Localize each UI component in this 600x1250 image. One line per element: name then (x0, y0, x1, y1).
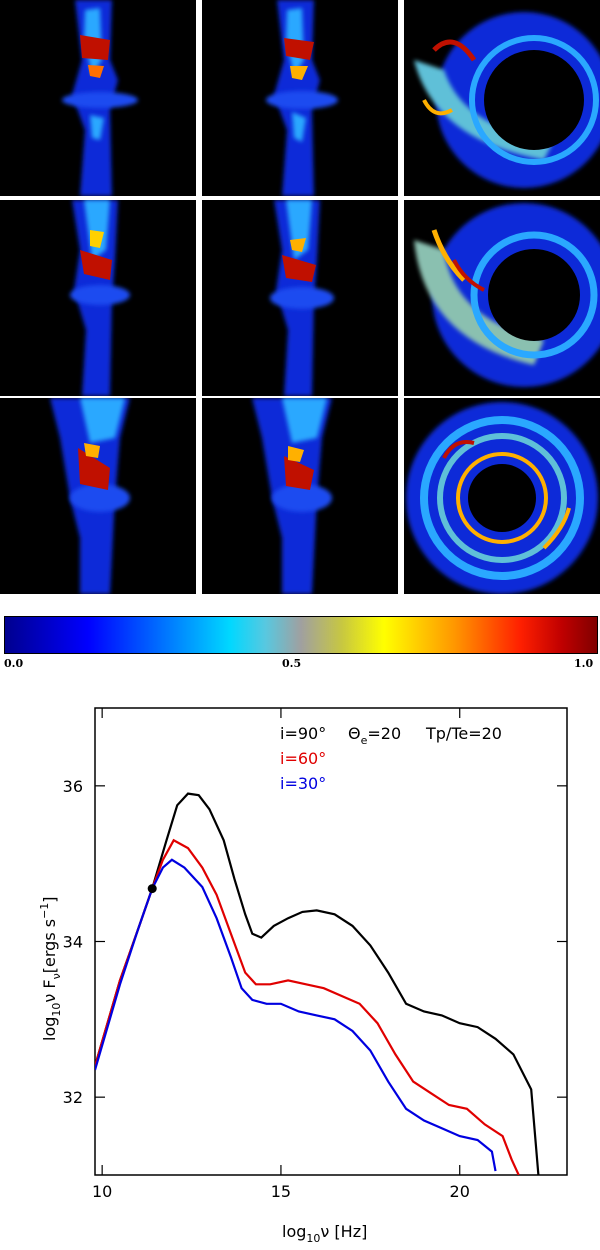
x-tick-label: 20 (450, 1182, 470, 1201)
image-panel-r2c1 (0, 200, 196, 396)
image-panel-r1c1 (0, 0, 196, 196)
series-line-0 (95, 792, 540, 1175)
colorbar-tick-max: 1.0 (574, 657, 594, 670)
y-axis: 32 34 36 (63, 777, 567, 1107)
plot-frame (94, 707, 568, 1176)
series-line-1 (95, 838, 520, 1175)
legend-entry-i60: i=60° (280, 749, 326, 768)
y-axis-label: log10ν Fν[ergs s−1] (38, 896, 63, 1041)
y-tick-label: 32 (63, 1088, 83, 1107)
image-panel-r3c2 (202, 398, 398, 594)
image-panel-r1c2 (202, 0, 398, 196)
marker-point (147, 884, 157, 894)
x-tick-label: 10 (92, 1182, 112, 1201)
image-panel-r3c3 (404, 398, 600, 594)
colorbar-tick-min: 0.0 (4, 657, 24, 670)
y-tick-label: 34 (63, 933, 83, 952)
series-line-2 (95, 858, 497, 1172)
y-tick-label: 36 (63, 777, 83, 796)
spectrum-chart: 10 15 20 32 34 36 log10ν [Hz] log10ν Fν[ergs… (38, 707, 568, 1245)
colorbar-tick-mid: 0.5 (282, 657, 302, 670)
colorbar (4, 616, 598, 654)
image-panel-r2c2 (202, 200, 398, 396)
x-axis: 10 15 20 (92, 708, 470, 1201)
image-panel-r1c3 (404, 0, 600, 196)
legend-entry-i30: i=30° (280, 774, 326, 793)
x-axis-label: log10ν [Hz] (282, 1222, 367, 1245)
legend-entry-i90: i=90° (280, 724, 326, 743)
annotation-tp-te: Tp/Te=20 (425, 724, 502, 743)
x-tick-label: 15 (271, 1182, 291, 1201)
annotation-theta-e: Θe=20 (348, 724, 401, 747)
series-group (95, 792, 540, 1175)
image-panel-r3c1 (0, 398, 196, 594)
image-panel-r2c3 (404, 200, 600, 396)
